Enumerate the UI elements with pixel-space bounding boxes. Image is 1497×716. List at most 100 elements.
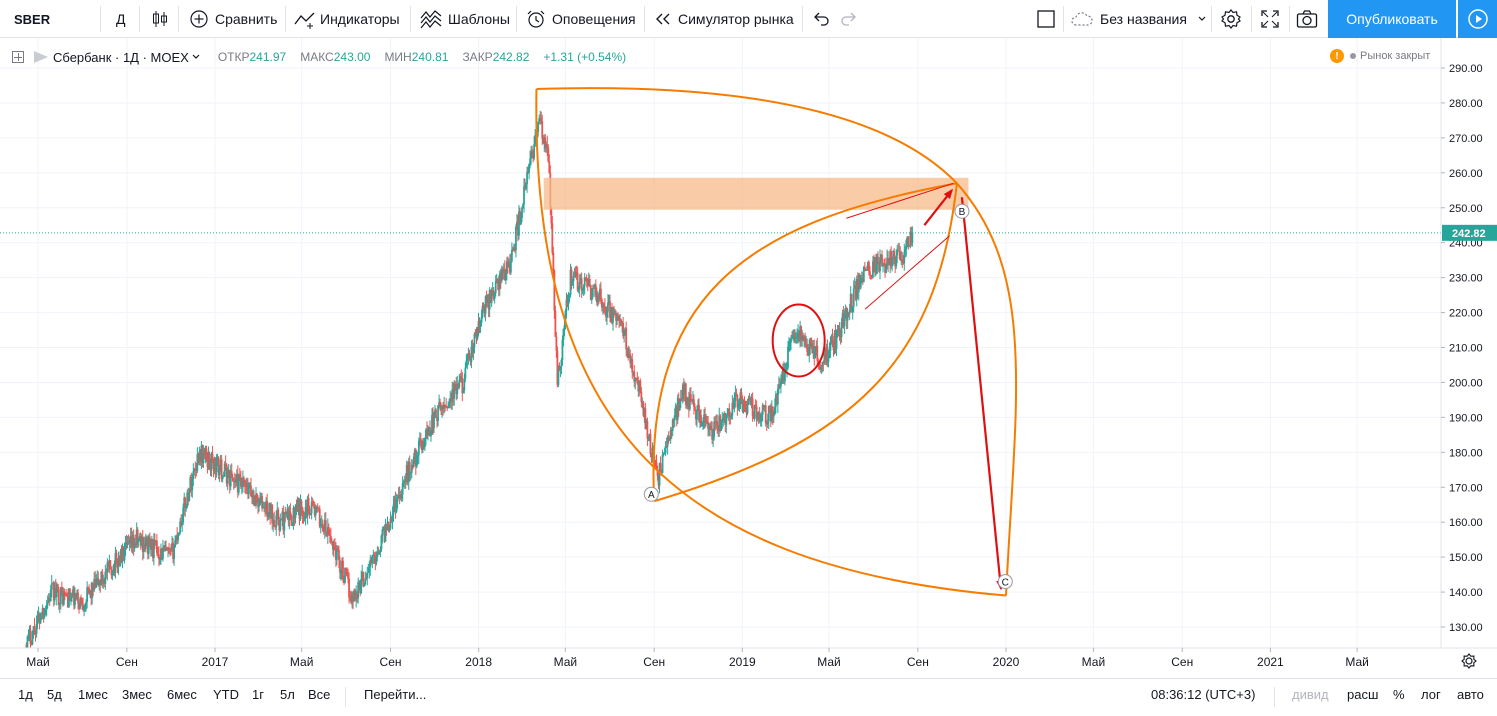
adjust-dividends-toggle[interactable]: дивид	[1292, 687, 1329, 702]
range-1m[interactable]: 1мес	[78, 687, 108, 702]
candle-up-body	[265, 500, 268, 510]
range-6m[interactable]: 6мес	[167, 687, 197, 702]
select-layout-button[interactable]	[1036, 0, 1056, 38]
snapshot-button[interactable]	[1296, 0, 1318, 38]
candle-down-body	[694, 406, 696, 411]
candle-down-body	[298, 505, 301, 520]
symbol-legend: Сбербанк · 1Д · MOEX ОТКР 241.97 МАКС 243.…	[12, 47, 626, 67]
interval-button[interactable]: Д	[116, 0, 125, 38]
indicators-button[interactable]: Индикаторы	[294, 0, 400, 38]
time-axis[interactable]	[0, 648, 1441, 678]
candle-down-body	[547, 147, 550, 162]
candle-down-body	[264, 506, 267, 510]
log-scale-toggle[interactable]: лог	[1421, 687, 1441, 702]
candle-down-body	[740, 392, 743, 399]
range-1d[interactable]: 1д	[18, 687, 33, 702]
price-tick-label: 220.00	[1449, 308, 1483, 320]
replay-button[interactable]: Симулятор рынка	[654, 0, 794, 38]
chevron-down-icon[interactable]	[192, 53, 200, 61]
redo-button[interactable]	[840, 0, 858, 38]
chart-style-button[interactable]	[150, 0, 170, 38]
candle-down-body	[883, 263, 885, 265]
candle-down-body	[411, 464, 414, 467]
layout-menu-button[interactable]: Без названия	[1070, 0, 1207, 38]
change-value: +1.31 (+0.54%)	[543, 50, 627, 64]
expand-plus-icon[interactable]	[12, 51, 24, 63]
candle-up-body	[591, 288, 594, 297]
legend-title[interactable]: Сбербанк · 1Д · MOEX	[53, 49, 189, 65]
top-toolbar: SBER Д Сравнить Индикаторы Шаблоны Опове…	[0, 0, 1497, 38]
candle-up-body	[129, 536, 132, 541]
extended-hours-toggle[interactable]: расш	[1347, 687, 1379, 702]
candle-up-body	[683, 383, 686, 395]
alerts-button[interactable]: Оповещения	[526, 0, 636, 38]
candle-up-body	[701, 422, 703, 427]
candle-up-body	[167, 548, 169, 551]
goto-date-button[interactable]: Перейти...	[364, 687, 427, 702]
undo-button[interactable]	[812, 0, 830, 38]
range-1y[interactable]: 1г	[252, 687, 264, 702]
candle-up-body	[202, 453, 205, 463]
templates-button[interactable]: Шаблоны	[420, 0, 510, 38]
range-ytd[interactable]: YTD	[213, 687, 239, 702]
price-tick-label: 140.00	[1449, 587, 1483, 599]
range-5y[interactable]: 5л	[280, 687, 295, 702]
axis-settings-gear-icon[interactable]	[1461, 653, 1477, 669]
candle-up-body	[697, 404, 699, 410]
candle-down-body	[594, 284, 597, 295]
candle-down-body	[253, 496, 255, 499]
warning-icon[interactable]: !	[1330, 49, 1344, 63]
candle-down-body	[599, 288, 602, 300]
percent-scale-toggle[interactable]: %	[1393, 687, 1405, 702]
status-dot-icon	[1350, 53, 1356, 59]
range-5d[interactable]: 5д	[47, 687, 62, 702]
candle-down-body	[42, 608, 45, 617]
price-chart[interactable]: A B C 130.00 140.00 150.00 160.00 170.00 180.00…	[0, 38, 1497, 678]
candle-down-body	[802, 335, 805, 341]
candle-up-body	[234, 479, 237, 483]
candle-up-body	[182, 507, 185, 523]
candle-down-body	[251, 496, 253, 498]
candle-up-body	[375, 557, 378, 564]
candle-up-body	[757, 412, 760, 418]
range-all[interactable]: Все	[308, 687, 331, 702]
settings-button[interactable]	[1220, 0, 1242, 38]
clock[interactable]: 08:36:12 (UTC+3)	[1151, 687, 1256, 702]
candle-down-body	[838, 327, 841, 337]
auto-scale-toggle[interactable]: авто	[1457, 687, 1484, 702]
candle-down-body	[290, 515, 293, 526]
candle-down-body	[617, 315, 619, 317]
candle-down-body	[693, 399, 695, 407]
candle-up-body	[614, 313, 616, 315]
candle-down-body	[257, 497, 259, 507]
publish-play-button[interactable]	[1458, 0, 1497, 38]
candle-down-body	[287, 508, 290, 521]
candle-down-body	[636, 377, 639, 384]
candle-down-body	[585, 279, 588, 282]
price-axis[interactable]	[1441, 38, 1497, 648]
candle-down-body	[684, 383, 687, 405]
fullscreen-button[interactable]	[1260, 0, 1280, 38]
candle-down-body	[302, 515, 305, 518]
candle-down-body	[455, 383, 458, 395]
time-tick-label: 2018	[465, 655, 492, 669]
candle-down-body	[327, 527, 330, 535]
symbol-search[interactable]: SBER	[14, 0, 50, 38]
alerts-label: Оповещения	[552, 11, 636, 27]
candle-up-body	[658, 463, 661, 486]
candle-down-body	[765, 423, 768, 425]
candle-down-body	[432, 415, 434, 429]
candle-up-body	[299, 500, 302, 520]
candle-up-body	[367, 572, 370, 574]
candle-down-body	[890, 251, 893, 267]
candle-up-body	[41, 608, 44, 619]
compare-button[interactable]: Сравнить	[189, 0, 277, 38]
candle-up-body	[126, 542, 129, 545]
range-3m[interactable]: 3мес	[122, 687, 152, 702]
time-axis-labels: Май Сен 2017 Май Сен 2018 Май Сен 2019 Май Сен 2020…	[26, 648, 1369, 669]
candle-down-body	[282, 511, 285, 531]
candle-up-body	[112, 565, 115, 576]
candle-down-body	[195, 470, 198, 471]
publish-button[interactable]: Опубликовать	[1328, 0, 1456, 38]
candle-down-body	[800, 326, 803, 340]
